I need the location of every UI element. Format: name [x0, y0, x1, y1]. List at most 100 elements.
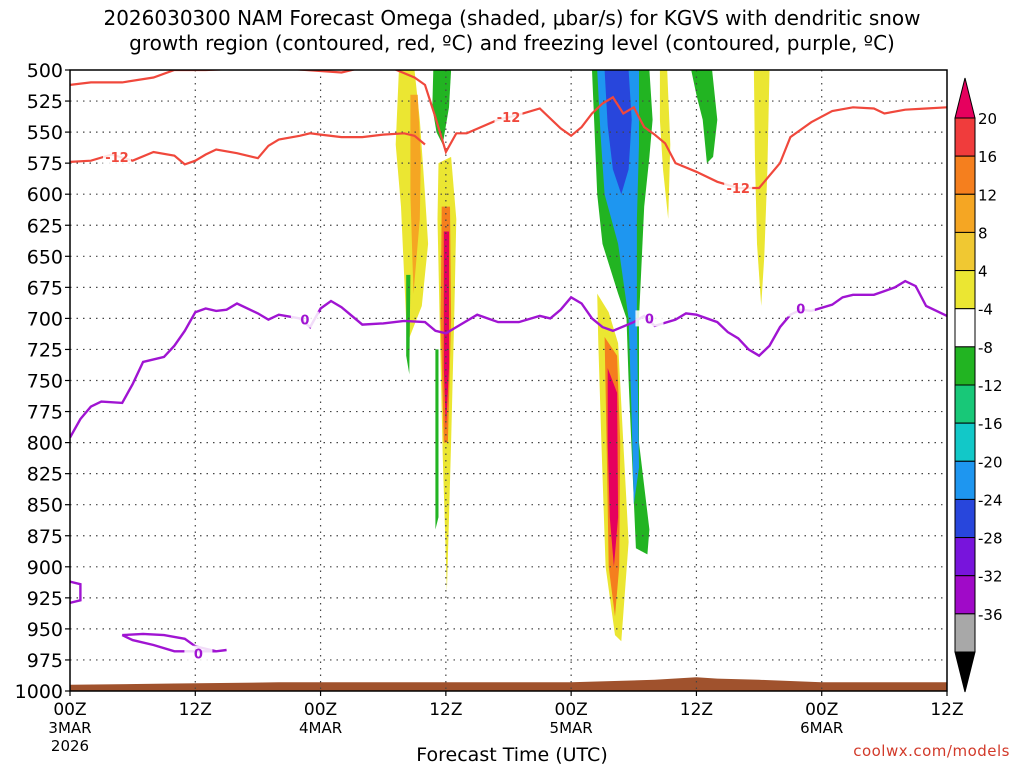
- omega-shading: [395, 70, 770, 642]
- site-credit[interactable]: coolwx.com/models: [853, 742, 1010, 760]
- y-tick-label: 525: [27, 91, 63, 113]
- colorbar-tick-label: -4: [978, 301, 993, 319]
- y-tick-label: 625: [27, 215, 63, 237]
- omega-region-sink-band-3: [691, 70, 718, 164]
- colorbar-tick-label: -32: [978, 568, 1003, 586]
- omega-region-sink-sliver-1: [406, 274, 411, 375]
- plot-border: [69, 69, 948, 692]
- dgz-label-1-bg: [102, 148, 131, 165]
- colorbar-tick-label: -12: [978, 377, 1003, 395]
- omega-region-sink-band-1: [432, 70, 452, 145]
- colorbar-tick-label: 16: [978, 148, 997, 166]
- colorbar-segment: [954, 422, 976, 462]
- gridlines: [70, 70, 947, 691]
- colorbar-segment: [954, 231, 976, 272]
- colorbar-segment: [954, 346, 976, 386]
- colorbar-segment: [954, 613, 976, 653]
- dgz-label-3: -12: [726, 182, 750, 197]
- y-tick-label: 575: [27, 153, 63, 175]
- colorbar-tick-label: -8: [978, 339, 993, 357]
- colorbar-tick-label: -20: [978, 453, 1003, 471]
- colorbar-tick-label: 8: [978, 224, 988, 242]
- freezing-label-2-bg: [635, 310, 664, 327]
- omega-region-sink-band-2c: [604, 70, 632, 195]
- colorbar: 20 16 12 8 4 -4 -8 -12 -16 -20 -24 -28 -32 -36: [954, 77, 1003, 693]
- freezing-label-4-bg: [184, 645, 213, 662]
- y-tick-label: 500: [27, 60, 63, 82]
- dgz-contour-lower: [70, 132, 426, 166]
- x-tick-label: 12Z: [930, 700, 963, 720]
- omega-region-lift-band-5: [753, 70, 770, 306]
- colorbar-tick-label: -28: [978, 530, 1003, 548]
- axes: 500 525 550 575 600 625 650 675 700 725 750 775 800 8…: [15, 60, 964, 755]
- x-tick-label: 00Z: [555, 700, 588, 720]
- dgz-label-2-bg: [494, 109, 523, 126]
- terrain-surface: [70, 677, 947, 691]
- x-tick-label: 00Z: [805, 700, 838, 720]
- colorbar-segment: [954, 308, 976, 348]
- freezing-label-2: 0: [645, 312, 654, 327]
- y-tick-label: 950: [27, 619, 63, 641]
- colorbar-segment: [954, 193, 976, 233]
- freezing-level-contour: [70, 279, 947, 439]
- omega-region-lift-band-3c: [607, 368, 619, 567]
- colorbar-tick-label: 4: [978, 263, 988, 281]
- x-tick-label: 00Z: [53, 700, 86, 720]
- x-tick-label: 12Z: [429, 700, 462, 720]
- freezing-label-1: 0: [300, 314, 309, 329]
- chart-title-line-2: growth region (contoured, red, ºC) and f…: [129, 31, 895, 55]
- colorbar-tick-label: -16: [978, 415, 1003, 433]
- colorbar-segment: [954, 384, 976, 424]
- y-tick-label: 675: [27, 277, 63, 299]
- y-tick-label: 550: [27, 122, 63, 144]
- y-tick-label: 1000: [15, 681, 63, 703]
- contours: -12 -12 -12 0 0 0 0: [70, 70, 947, 663]
- freezing-label-4: 0: [194, 648, 203, 663]
- chart-title: 2026030300 NAM Forecast Omega (shaded, μ…: [0, 6, 1024, 56]
- y-tick-label: 725: [27, 339, 63, 361]
- x-tick-date: 5MAR: [550, 719, 593, 737]
- x-tick-date: 6MAR: [800, 719, 843, 737]
- colorbar-segment: [954, 117, 976, 157]
- colorbar-segment: [954, 575, 976, 615]
- y-tick-label: 700: [27, 308, 63, 330]
- dgz-label-2: -12: [497, 111, 521, 126]
- y-tick-label: 800: [27, 433, 63, 455]
- freezing-label-3-bg: [786, 300, 815, 317]
- omega-region-sink-sliver-2: [435, 349, 439, 530]
- freezing-level-edge: [70, 580, 82, 604]
- y-tick-label: 775: [27, 402, 63, 424]
- terrain: [70, 677, 947, 691]
- colorbar-tick-label: 20: [978, 110, 997, 128]
- chart-title-line-1: 2026030300 NAM Forecast Omega (shaded, μ…: [103, 6, 921, 30]
- x-axis-title: Forecast Time (UTC): [416, 744, 608, 766]
- y-tick-label: 850: [27, 495, 63, 517]
- x-tick-label: 00Z: [304, 700, 337, 720]
- x-tick-year: 2026: [51, 737, 89, 755]
- colorbar-bottom-arrow: [954, 651, 976, 693]
- freezing-label-3: 0: [796, 302, 805, 317]
- colorbar-top-arrow: [954, 77, 976, 119]
- y-tick-label: 975: [27, 650, 63, 672]
- omega-region-sink-band-2b: [597, 70, 639, 505]
- colorbar-tick-label: 12: [978, 186, 997, 204]
- colorbar-segment: [954, 537, 976, 577]
- y-tick-label: 875: [27, 526, 63, 548]
- y-tick-label: 925: [27, 588, 63, 610]
- colorbar-segment: [954, 498, 976, 539]
- colorbar-segment: [954, 270, 976, 310]
- freezing-level-loop: [121, 632, 227, 653]
- x-tick-date: 4MAR: [299, 719, 342, 737]
- y-tick-label: 750: [27, 371, 63, 393]
- y-tick-label: 600: [27, 184, 63, 206]
- colorbar-tick-label: -24: [978, 491, 1003, 509]
- plot-frame: [69, 69, 948, 692]
- dgz-label-1: -12: [105, 151, 129, 166]
- colorbar-tick-label: -36: [978, 606, 1003, 624]
- y-tick-label: 650: [27, 246, 63, 268]
- dgz-contour-upper: [70, 70, 947, 190]
- x-tick-label: 12Z: [179, 700, 212, 720]
- x-tick-date: 3MAR: [48, 719, 91, 737]
- y-tick-label: 900: [27, 557, 63, 579]
